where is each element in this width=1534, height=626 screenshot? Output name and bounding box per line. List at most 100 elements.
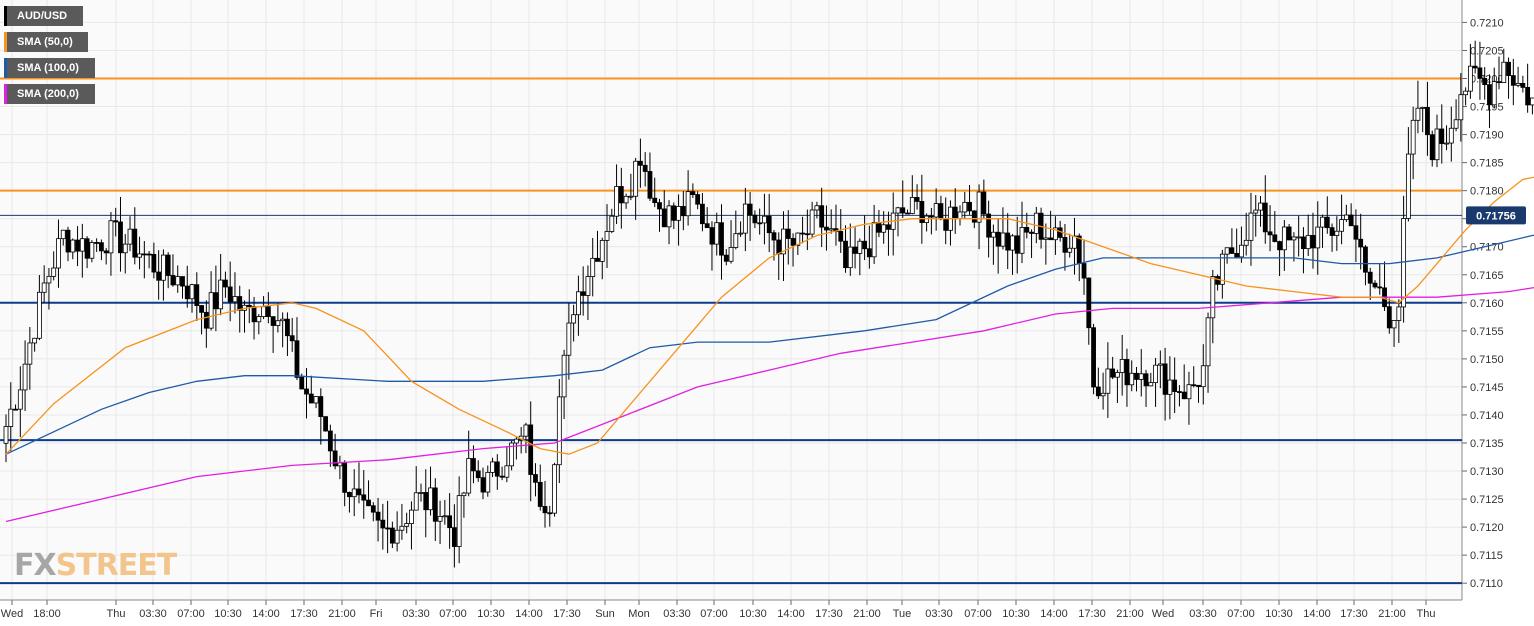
candle-body: [895, 207, 901, 214]
candle-body: [84, 238, 90, 259]
candle-body: [1339, 219, 1344, 232]
candle-body: [757, 222, 763, 225]
candle-body: [237, 296, 243, 311]
candle-body: [1138, 373, 1144, 380]
candle-body: [1363, 246, 1368, 273]
candle-body: [1415, 107, 1421, 121]
x-axis-tick-label: 07:00: [964, 608, 992, 620]
candle-body: [1019, 227, 1025, 254]
candle-body: [1410, 119, 1416, 155]
candle-body: [1515, 82, 1521, 86]
candle-body: [1115, 372, 1120, 378]
candle-body: [184, 285, 190, 300]
candle-body: [1391, 320, 1397, 329]
candle-body: [709, 227, 715, 245]
candle-body: [905, 212, 910, 215]
legend-sma200[interactable]: SMA (200,0): [4, 84, 95, 104]
y-axis-tick-label: 0.7195: [1470, 102, 1504, 114]
candle-body: [585, 276, 591, 296]
candle-body: [480, 477, 486, 493]
candle-body: [1305, 235, 1311, 250]
candle-body: [1463, 90, 1469, 96]
candle-body: [313, 396, 319, 404]
candle-body: [1248, 212, 1254, 241]
x-axis-tick-label: 03:30: [402, 608, 430, 620]
candle-body: [657, 202, 662, 210]
candle-body: [1353, 225, 1359, 240]
candle-body: [437, 515, 443, 522]
candle-body: [547, 512, 553, 515]
candle-body: [1067, 247, 1073, 253]
x-axis-tick-label: 10:30: [1002, 608, 1030, 620]
candle-body: [347, 491, 352, 498]
candle-body: [943, 218, 949, 231]
candle-body: [289, 335, 295, 342]
legend-symbol[interactable]: AUD/USD: [4, 6, 83, 26]
y-axis-tick-label: 0.7110: [1470, 578, 1503, 590]
candle-body: [65, 229, 71, 253]
candle-body: [432, 487, 438, 522]
candle-body: [218, 279, 224, 310]
candle-body: [1520, 82, 1526, 88]
candle-body: [99, 242, 104, 252]
candle-body: [886, 224, 891, 230]
candle-body: [1010, 235, 1015, 251]
candle-body: [1167, 379, 1173, 395]
candle-body: [75, 239, 80, 252]
candle-body: [8, 408, 14, 427]
candle-body: [232, 296, 238, 303]
candle-body: [385, 527, 391, 530]
candle-body: [270, 316, 276, 326]
candle-body: [1320, 216, 1325, 228]
candle-body: [1048, 237, 1054, 241]
candle-body: [661, 208, 667, 228]
legend-sma50[interactable]: SMA (50,0): [4, 32, 88, 52]
candle-body: [466, 458, 472, 494]
y-axis-tick-label: 0.7160: [1470, 298, 1504, 310]
candle-body: [852, 246, 858, 254]
candle-body: [571, 314, 577, 324]
candle-body: [156, 271, 162, 281]
candle-body: [285, 318, 290, 337]
x-axis-tick-label: 17:30: [1340, 608, 1368, 620]
candle-body: [208, 292, 214, 329]
candle-body: [723, 254, 729, 262]
candle-body: [1296, 236, 1302, 239]
candle-body: [1072, 235, 1077, 249]
candle-body: [1420, 106, 1426, 109]
x-axis-tick-label: 17:30: [1078, 608, 1106, 620]
candle-body: [1196, 384, 1201, 388]
candle-body: [900, 207, 906, 214]
candle-body: [995, 231, 1001, 247]
candle-body: [666, 205, 672, 228]
candle-body: [1224, 247, 1230, 255]
candle-body: [60, 229, 66, 240]
candle-body: [1234, 253, 1240, 258]
candle-body: [1253, 209, 1259, 214]
candle-body: [1496, 81, 1502, 84]
candle-body: [1372, 282, 1378, 288]
candle-body: [1343, 214, 1349, 220]
y-axis-tick-label: 0.7180: [1470, 186, 1504, 198]
candle-body: [1081, 263, 1087, 279]
candle-body: [685, 191, 691, 217]
candle-body: [451, 527, 457, 547]
candle-body: [857, 240, 863, 254]
legend-sma100[interactable]: SMA (100,0): [4, 58, 95, 78]
candle-body: [304, 388, 309, 395]
y-axis-tick-label: 0.7205: [1470, 45, 1504, 57]
candle-body: [590, 257, 596, 277]
candle-body: [1315, 226, 1321, 249]
candle-body: [933, 203, 939, 218]
candle-body: [356, 488, 362, 496]
candle-body: [513, 438, 519, 444]
y-axis-tick-label: 0.7190: [1470, 130, 1504, 142]
sma50-line: [5, 176, 1534, 455]
candle-body: [881, 224, 887, 233]
candle-body: [13, 408, 18, 411]
candle-body: [1396, 306, 1402, 321]
candle-body: [862, 240, 867, 250]
candle-body: [981, 191, 987, 215]
candle-body: [1367, 271, 1373, 284]
candle-body: [747, 203, 753, 216]
